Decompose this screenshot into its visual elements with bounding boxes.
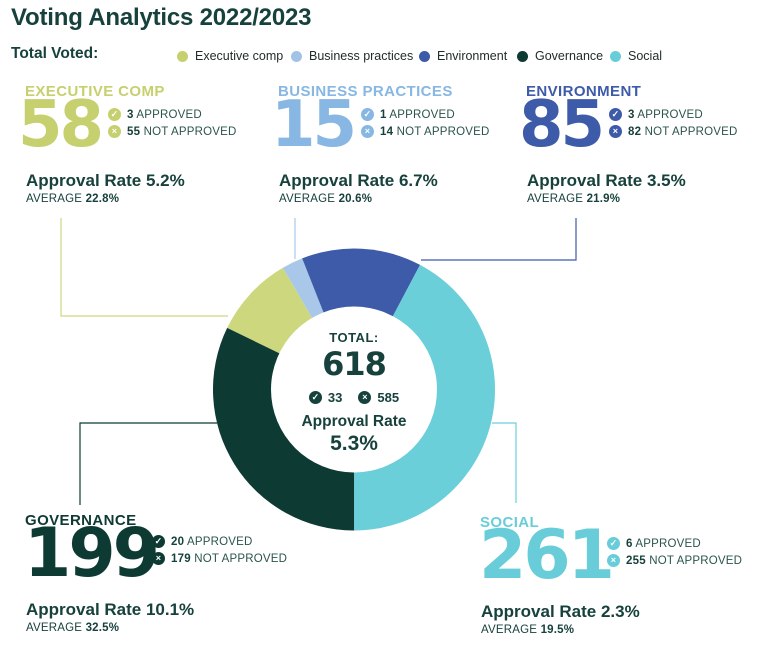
not-approved-text: 55 NOT APPROVED — [127, 125, 237, 138]
total-not-approved: × 585 — [358, 390, 399, 405]
approved-text: 20 APPROVED — [171, 535, 253, 548]
card-stats: ✓ 20 APPROVED × 179 NOT APPROVED — [152, 535, 287, 565]
legend-item-executive-comp: Executive comp — [177, 49, 283, 63]
not-approved-row: × 82 NOT APPROVED — [609, 125, 738, 138]
governance-dot-icon — [517, 50, 528, 62]
check-icon: ✓ — [152, 535, 165, 548]
governance-connector-line — [79, 422, 217, 505]
card-stats: ✓ 3 APPROVED × 55 NOT APPROVED — [108, 108, 237, 138]
card-total: 199 — [24, 514, 160, 593]
card-stats: ✓ 1 APPROVED × 14 NOT APPROVED — [361, 108, 490, 138]
approval-rate-text: Approval Rate 5.2% — [26, 171, 185, 190]
approved-row: ✓ 3 APPROVED — [108, 108, 237, 121]
legend-label: Governance — [535, 49, 604, 63]
cross-icon: × — [108, 125, 121, 138]
card-social: SOCIAL 261 ✓ 6 APPROVED × 255 NOT APPROV… — [479, 514, 742, 649]
legend-label: Environment — [437, 49, 508, 63]
legend-label: Social — [628, 49, 663, 63]
social-dot-icon — [610, 50, 621, 62]
total-approved-row: ✓ 33 × 585 — [254, 390, 454, 405]
approval-rate-text: Approval Rate 10.1% — [26, 600, 195, 619]
check-icon: ✓ — [607, 537, 620, 550]
donut-hole — [271, 306, 437, 473]
card-title: SOCIAL — [480, 514, 540, 531]
approval-rate-label: Approval Rate — [301, 413, 407, 430]
approved-text: 1 APPROVED — [380, 108, 455, 121]
business-practices-dot-icon — [291, 50, 302, 62]
card-business-practices: BUSINESS PRACTICES 15 ✓ 1 APPROVED × 14 … — [271, 83, 527, 218]
not-approved-text: 14 NOT APPROVED — [380, 125, 490, 138]
cross-icon: × — [609, 125, 622, 138]
approved-row: ✓ 1 APPROVED — [361, 108, 490, 121]
legend-item-social: Social — [610, 49, 662, 63]
not-approved-text: 179 NOT APPROVED — [171, 552, 288, 565]
approval-rate-text: Approval Rate 2.3% — [481, 602, 640, 621]
donut-center: TOTAL: 618 ✓ 33 × 585 Approval Rate 5.3% — [254, 330, 454, 456]
total-label: TOTAL: — [329, 330, 379, 345]
cross-icon: × — [358, 391, 372, 404]
legend-item-environment: Environment — [419, 49, 507, 63]
average-text: AVERAGE 32.5% — [26, 622, 120, 634]
social-connector-line — [492, 422, 517, 503]
average-text: AVERAGE 19.5% — [481, 624, 575, 636]
cross-icon: × — [607, 554, 620, 567]
card-title: BUSINESS PRACTICES — [278, 83, 453, 100]
not-approved-row: × 55 NOT APPROVED — [108, 125, 237, 138]
approval-rate-text: Approval Rate 3.5% — [527, 171, 686, 190]
average-text: AVERAGE 21.9% — [527, 193, 621, 205]
approved-text: 3 APPROVED — [628, 108, 703, 121]
connector-lines — [60, 218, 577, 505]
legend-label: Executive comp — [195, 49, 284, 63]
card-total: 261 — [479, 516, 615, 595]
total-voted-label: Total Voted: — [11, 45, 99, 62]
approved-text: 3 APPROVED — [127, 108, 202, 121]
card-title: GOVERNANCE — [25, 512, 137, 529]
approval-rate-text: Approval Rate 6.7% — [279, 171, 438, 190]
not-approved-row: × 179 NOT APPROVED — [152, 552, 287, 565]
check-icon: ✓ — [361, 108, 374, 121]
total-value: 618 — [322, 345, 387, 383]
average-text: AVERAGE 20.6% — [279, 193, 373, 205]
check-icon: ✓ — [609, 108, 622, 121]
not-approved-row: × 14 NOT APPROVED — [361, 125, 490, 138]
approved-row: ✓ 6 APPROVED — [607, 537, 742, 550]
legend-item-governance: Governance — [517, 49, 603, 63]
approved-row: ✓ 3 APPROVED — [609, 108, 738, 121]
total-approved-count: 33 — [327, 390, 343, 405]
card-governance: GOVERNANCE 199 ✓ 20 APPROVED × 179 NOT A… — [24, 512, 287, 647]
total-approved: ✓ 33 — [308, 390, 343, 405]
approved-text: 6 APPROVED — [626, 537, 701, 550]
card-executive-comp: EXECUTIVE COMP 58 ✓ 3 APPROVED × 55 NOT … — [18, 83, 274, 218]
card-stats: ✓ 3 APPROVED × 82 NOT APPROVED — [609, 108, 738, 138]
card-title: ENVIRONMENT — [526, 83, 642, 100]
card-total: 85 — [519, 88, 605, 162]
card-stats: ✓ 6 APPROVED × 255 NOT APPROVED — [607, 537, 742, 567]
legend-item-business-practices: Business practices — [291, 49, 413, 63]
card-total: 58 — [18, 88, 104, 162]
cross-icon: × — [152, 552, 165, 565]
environment-dot-icon — [419, 50, 430, 62]
check-icon: ✓ — [308, 391, 322, 404]
average-text: AVERAGE 22.8% — [26, 193, 120, 205]
executive-comp-dot-icon — [177, 50, 188, 62]
executive-comp-connector-line — [60, 218, 228, 317]
not-approved-text: 82 NOT APPROVED — [628, 125, 738, 138]
environment-connector-line — [421, 218, 577, 261]
card-environment: ENVIRONMENT 85 ✓ 3 APPROVED × 82 NOT APP… — [519, 83, 768, 218]
approval-rate-value: 5.3% — [330, 432, 378, 455]
total-not-approved-count: 585 — [377, 390, 400, 405]
approved-row: ✓ 20 APPROVED — [152, 535, 287, 548]
legend-label: Business practices — [309, 49, 414, 63]
page-title: Voting Analytics 2022/2023 — [11, 4, 312, 31]
not-approved-text: 255 NOT APPROVED — [626, 554, 743, 567]
cross-icon: × — [361, 125, 374, 138]
not-approved-row: × 255 NOT APPROVED — [607, 554, 742, 567]
check-icon: ✓ — [108, 108, 121, 121]
card-title: EXECUTIVE COMP — [25, 83, 165, 100]
card-total: 15 — [271, 88, 357, 162]
